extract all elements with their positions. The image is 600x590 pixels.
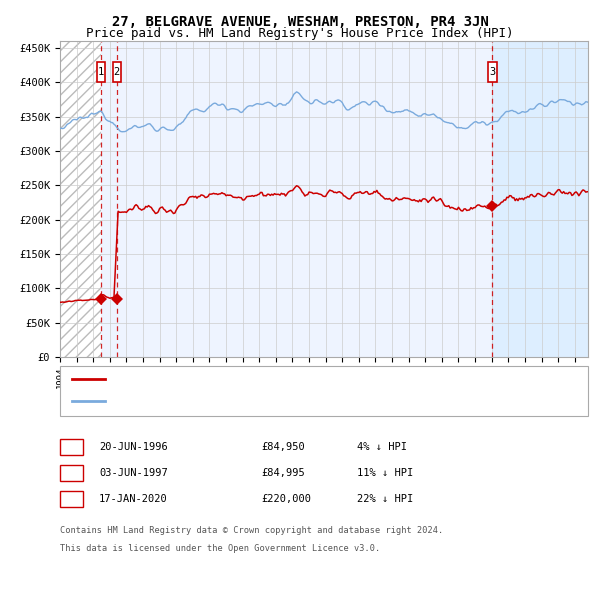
FancyBboxPatch shape (488, 62, 497, 83)
Bar (60, 41, 101, 357)
Text: 2: 2 (113, 67, 120, 77)
Text: 3: 3 (68, 494, 74, 504)
Text: 1: 1 (98, 67, 104, 77)
Text: 27, BELGRAVE AVENUE, WESHAM, PRESTON, PR4 3JN: 27, BELGRAVE AVENUE, WESHAM, PRESTON, PR… (112, 15, 488, 29)
FancyBboxPatch shape (97, 62, 105, 83)
Bar (493, 41, 588, 357)
Text: 4% ↓ HPI: 4% ↓ HPI (357, 442, 407, 452)
Text: This data is licensed under the Open Government Licence v3.0.: This data is licensed under the Open Gov… (60, 544, 380, 553)
FancyBboxPatch shape (113, 62, 121, 83)
Text: £84,995: £84,995 (261, 468, 305, 478)
Text: Price paid vs. HM Land Registry's House Price Index (HPI): Price paid vs. HM Land Registry's House … (86, 27, 514, 40)
Text: 03-JUN-1997: 03-JUN-1997 (99, 468, 168, 478)
Text: 22% ↓ HPI: 22% ↓ HPI (357, 494, 413, 504)
Text: HPI: Average price, detached house, Fylde: HPI: Average price, detached house, Fyld… (112, 396, 353, 406)
Text: 11% ↓ HPI: 11% ↓ HPI (357, 468, 413, 478)
Bar (101, 41, 493, 357)
Text: £84,950: £84,950 (261, 442, 305, 452)
Text: 3: 3 (489, 67, 496, 77)
Text: 27, BELGRAVE AVENUE, WESHAM, PRESTON, PR4 3JN (detached house): 27, BELGRAVE AVENUE, WESHAM, PRESTON, PR… (112, 374, 476, 384)
Text: Contains HM Land Registry data © Crown copyright and database right 2024.: Contains HM Land Registry data © Crown c… (60, 526, 443, 535)
Text: 17-JAN-2020: 17-JAN-2020 (99, 494, 168, 504)
Text: 20-JUN-1996: 20-JUN-1996 (99, 442, 168, 452)
Text: £220,000: £220,000 (261, 494, 311, 504)
Text: 1: 1 (68, 442, 74, 452)
Text: 2: 2 (68, 468, 74, 478)
